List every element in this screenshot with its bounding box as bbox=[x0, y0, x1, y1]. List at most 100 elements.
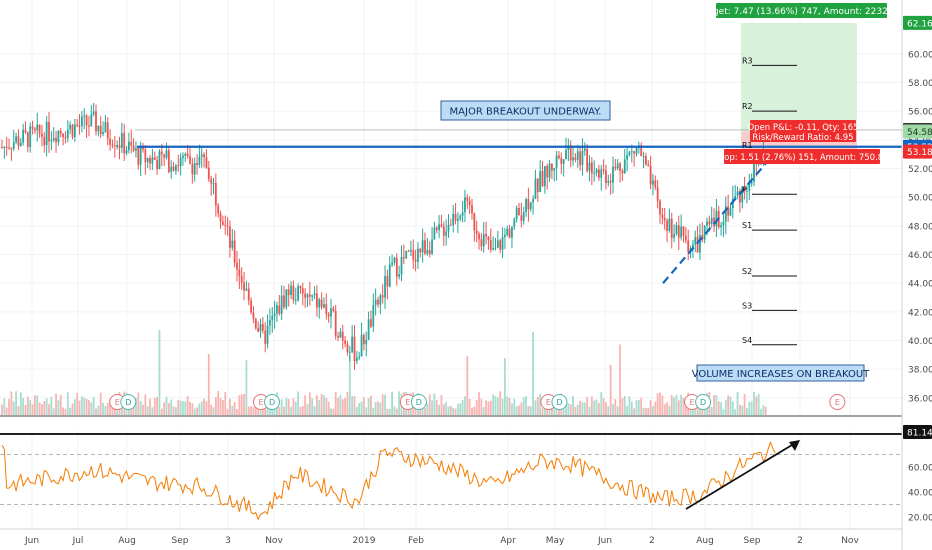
volume-bar bbox=[511, 403, 513, 415]
candle-body bbox=[306, 294, 309, 298]
candle-body bbox=[569, 145, 572, 161]
volume-bar bbox=[304, 395, 307, 415]
volume-bar bbox=[365, 407, 368, 415]
candle-body bbox=[645, 156, 647, 165]
candle-body bbox=[99, 125, 102, 134]
candle-body bbox=[320, 299, 323, 308]
volume-bar bbox=[163, 402, 166, 415]
volume-bar bbox=[139, 401, 142, 415]
volume-bar bbox=[360, 401, 363, 415]
oscillator-tick-label: 60.00 bbox=[908, 464, 932, 474]
candle-body bbox=[391, 262, 393, 265]
candle-body bbox=[330, 308, 332, 317]
volume-bar bbox=[663, 404, 666, 415]
price-tick-label: 38.00 bbox=[908, 366, 932, 376]
candle-body bbox=[527, 199, 530, 210]
volume-bar bbox=[254, 407, 257, 415]
candle-body bbox=[149, 158, 151, 164]
volume-bar bbox=[238, 395, 241, 415]
time-tick-label: 2019 bbox=[353, 536, 376, 546]
event-marker-label: E bbox=[835, 398, 840, 407]
pivot-label: R1 bbox=[742, 141, 753, 150]
volume-bar bbox=[64, 408, 67, 415]
candle-body bbox=[464, 197, 466, 213]
candle-body bbox=[19, 142, 22, 146]
dividend-marker bbox=[120, 394, 137, 410]
candle-body bbox=[433, 227, 436, 240]
volume-bar bbox=[160, 408, 163, 415]
candle-body bbox=[353, 336, 356, 362]
candle-body bbox=[595, 169, 598, 173]
volume-bar bbox=[452, 407, 455, 415]
volume-bar bbox=[92, 396, 95, 415]
volume-bar bbox=[102, 402, 104, 415]
pivot-label: P bbox=[742, 185, 747, 194]
volume-bar bbox=[318, 399, 321, 415]
volume-bar bbox=[379, 402, 382, 415]
volume-bar bbox=[619, 344, 621, 415]
candle-body bbox=[588, 162, 591, 171]
candle-body bbox=[285, 289, 288, 308]
candle-body bbox=[337, 335, 339, 338]
candle-body bbox=[367, 319, 370, 340]
volume-bar bbox=[506, 396, 509, 415]
candle-body bbox=[205, 157, 208, 168]
candle-body bbox=[518, 207, 520, 216]
time-tick-label: May bbox=[546, 536, 565, 546]
candle-body bbox=[598, 169, 600, 178]
candle-body bbox=[191, 163, 194, 175]
candle-body bbox=[558, 155, 560, 159]
volume-bar bbox=[294, 401, 297, 415]
candle-body bbox=[3, 146, 6, 148]
candle-body bbox=[593, 172, 596, 174]
volume-bar bbox=[358, 403, 361, 415]
volume-bar bbox=[353, 395, 356, 415]
volume-bar bbox=[78, 400, 81, 415]
candle-body bbox=[706, 221, 708, 226]
event-marker-label: D bbox=[416, 398, 422, 407]
candle-body bbox=[621, 170, 624, 174]
volume-bar bbox=[593, 400, 596, 415]
volume-bar bbox=[29, 400, 32, 415]
volume-bar bbox=[144, 394, 147, 415]
volume-bar bbox=[299, 406, 302, 415]
candle-body bbox=[520, 215, 523, 221]
candle-body bbox=[504, 234, 506, 237]
volume-bar bbox=[607, 406, 610, 415]
volume-bar bbox=[534, 400, 537, 415]
candle-body bbox=[576, 151, 579, 160]
volume-bar bbox=[346, 391, 349, 415]
volume-bar bbox=[435, 399, 438, 415]
candle-body bbox=[153, 157, 156, 160]
volume-bar bbox=[565, 401, 567, 415]
pivot-label: S3 bbox=[742, 301, 752, 310]
candle-body bbox=[214, 182, 217, 206]
volume-bar bbox=[153, 397, 156, 415]
volume-bar bbox=[111, 401, 114, 415]
volume-bar bbox=[179, 400, 182, 415]
price-tick-label: 50.00 bbox=[908, 194, 932, 204]
time-tick-label: 2 bbox=[797, 536, 803, 546]
candle-body bbox=[543, 166, 546, 187]
volume-bar bbox=[760, 408, 762, 415]
candle-body bbox=[43, 136, 46, 146]
volume-bar bbox=[200, 401, 203, 415]
volume-bar bbox=[729, 396, 732, 415]
volume-bar bbox=[15, 391, 17, 415]
candle-body bbox=[301, 288, 304, 294]
candle-body bbox=[151, 157, 154, 164]
candle-body bbox=[736, 191, 739, 196]
candle-body bbox=[511, 226, 513, 238]
time-tick-label: Jun bbox=[597, 536, 612, 546]
volume-bar bbox=[684, 400, 687, 415]
candle-body bbox=[605, 170, 607, 183]
candle-body bbox=[574, 157, 577, 160]
volume-bar bbox=[48, 404, 50, 415]
candle-body bbox=[715, 210, 718, 227]
candle-body bbox=[217, 205, 220, 214]
volume-bar bbox=[722, 408, 725, 415]
candle-body bbox=[297, 286, 299, 300]
candle-body bbox=[699, 235, 701, 253]
